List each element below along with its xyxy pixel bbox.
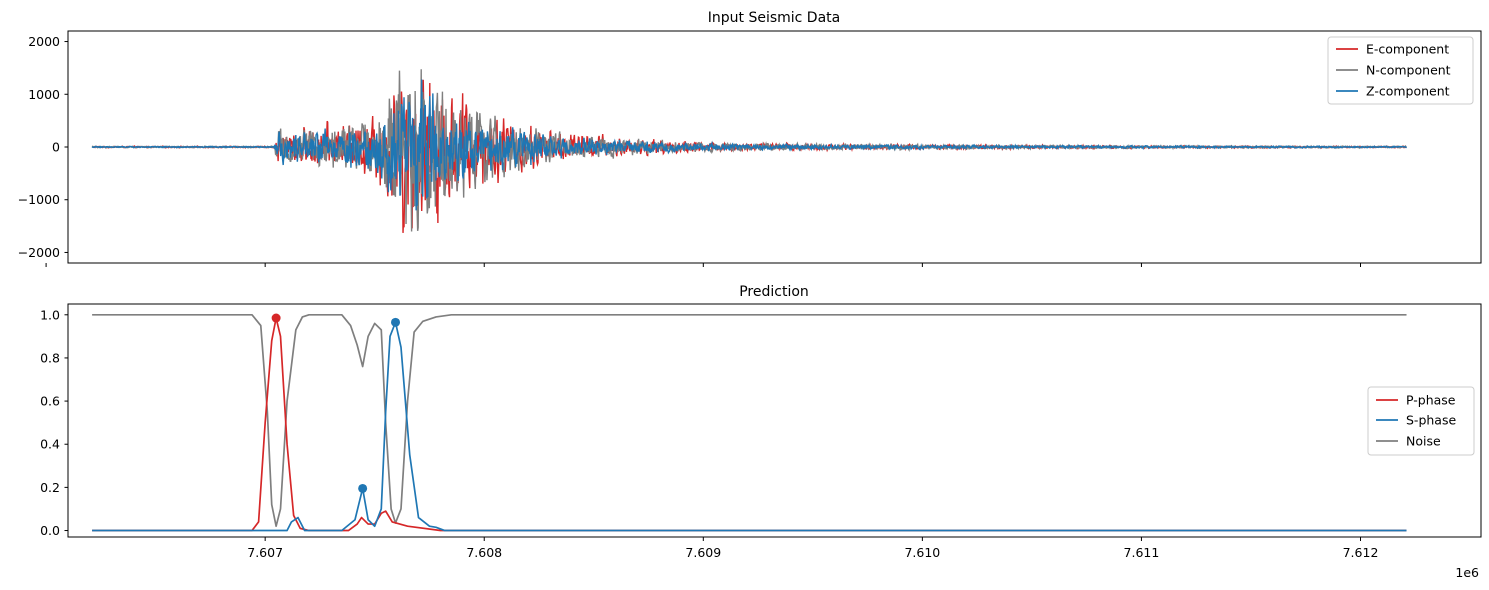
prediction-xtick-label: 7.607 [247,545,283,560]
legend-label-e: E-component [1366,42,1449,57]
prediction-ytick-label: 0.2 [40,480,60,495]
prediction-lines [92,313,1407,532]
seismic-legend: E-component N-component Z-component [1327,36,1474,105]
prediction-ytick-label: 0.6 [40,394,60,409]
prediction-y-axis: 0.0 0.2 0.4 0.6 0.8 1.0 [40,307,68,538]
seismic-x-axis [45,263,1362,267]
s-phase-line [92,321,1407,532]
legend-label-noise: Noise [1406,434,1441,449]
prediction-xtick-label: 7.610 [904,545,940,560]
z-component-line [91,79,1408,211]
prediction-xtick-label: 7.611 [1124,545,1160,560]
seismic-title: Input Seismic Data [708,10,841,26]
prediction-ytick-label: 1.0 [40,307,60,322]
legend-label-s: S-phase [1406,413,1456,428]
seismic-ytick-label: 1000 [28,87,60,102]
prediction-panel: Prediction 0.0 0.2 0.4 0.6 0.8 1.0 7.607 7.608… [40,284,1482,580]
x-offset-label: 1e6 [1455,565,1479,580]
seismic-ytick-label: −2000 [18,245,60,260]
peak-marker [271,313,281,323]
prediction-ytick-label: 0.8 [40,350,60,365]
noise-line [92,313,1407,528]
z-component-trace [91,79,1408,211]
prediction-title: Prediction [739,284,809,300]
seismic-y-axis: −2000 −1000 0 1000 2000 [18,34,68,260]
prediction-xtick-label: 7.608 [466,545,502,560]
seismic-ytick-label: 0 [52,140,60,155]
seismic-ytick-label: −1000 [18,192,60,207]
prediction-xtick-label: 7.612 [1343,545,1379,560]
prediction-x-axis: 7.607 7.608 7.609 7.610 7.611 7.612 [247,537,1378,560]
prediction-peak-markers [271,313,401,493]
prediction-ytick-label: 0.4 [40,437,60,452]
prediction-axes-frame [67,303,1482,538]
seismic-panel: Input Seismic Data −2000 −1000 0 1000 2000 E… [18,10,1482,267]
prediction-legend: P-phase S-phase Noise [1367,386,1475,456]
prediction-legend-frame [1367,386,1475,456]
prediction-xtick-label: 7.609 [685,545,721,560]
seismic-legend-frame [1327,36,1474,105]
seismic-plot-area [67,30,1482,264]
legend-label-p: P-phase [1406,393,1456,408]
peak-marker [391,317,401,327]
legend-label-z: Z-component [1366,84,1450,99]
legend-label-n: N-component [1366,63,1451,78]
prediction-ytick-label: 0.0 [40,523,60,538]
seismic-ytick-label: 2000 [28,34,60,49]
peak-marker [358,483,368,493]
